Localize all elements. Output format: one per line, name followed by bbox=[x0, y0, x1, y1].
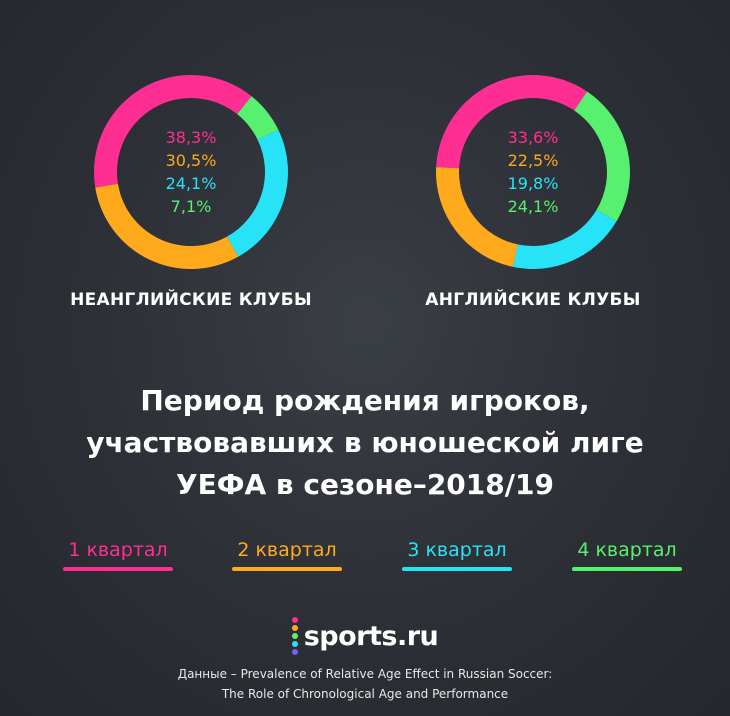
donut-svg-english bbox=[436, 75, 630, 269]
source-line: Данные – Prevalence of Relative Age Effe… bbox=[177, 667, 553, 681]
data-label: 22,5% bbox=[507, 150, 559, 170]
legend-label: 1 квартал bbox=[68, 539, 168, 561]
donut-slice-4 bbox=[574, 91, 630, 222]
data-label: 33,6% bbox=[507, 127, 559, 147]
donut-slice-1 bbox=[436, 75, 588, 169]
donut-slice-1 bbox=[94, 75, 252, 188]
donut-slice-3 bbox=[226, 129, 288, 257]
headline-line: Период рождения игроков, bbox=[140, 384, 590, 417]
data-label: 38,3% bbox=[165, 127, 217, 147]
headline-line: УЕФА в сезоне–2018/19 bbox=[176, 468, 554, 501]
donut-slice-4 bbox=[237, 96, 279, 140]
percent-list-english: 33,6% 22,5% 19,8% 24,1% bbox=[433, 72, 633, 272]
chart-title-non-english: НЕАНГЛИЙСКИЕ КЛУБЫ bbox=[70, 290, 312, 310]
data-label: 30,5% bbox=[165, 150, 217, 170]
data-label: 7,1% bbox=[170, 196, 212, 216]
donut-chart-english: 33,6% 22,5% 19,8% 24,1% bbox=[433, 72, 633, 272]
donut-slice-3 bbox=[512, 209, 617, 269]
percent-list-non-english: 38,3% 30,5% 24,1% 7,1% bbox=[91, 72, 291, 272]
legend-label: 2 квартал bbox=[237, 539, 337, 561]
legend-item-q3: 3 квартал bbox=[387, 538, 527, 571]
brand-logo: sports.ru bbox=[0, 608, 730, 655]
brand-dot bbox=[291, 625, 298, 631]
legend: 1 квартал 2 квартал 3 квартал 4 квартал bbox=[0, 538, 730, 578]
brand-dot bbox=[291, 617, 298, 623]
source-line: The Role of Chronological Age and Perfor… bbox=[221, 687, 509, 701]
data-label: 24,1% bbox=[165, 173, 217, 193]
legend-label: 4 квартал bbox=[577, 539, 677, 561]
donut-slice-2 bbox=[95, 183, 239, 269]
donut-chart-non-english: 38,3% 30,5% 24,1% 7,1% bbox=[91, 72, 291, 272]
donut-svg-non-english bbox=[94, 75, 288, 269]
data-label: 24,1% bbox=[507, 196, 559, 216]
brand-dot bbox=[291, 641, 298, 647]
legend-swatch bbox=[232, 567, 342, 571]
legend-label: 3 квартал bbox=[407, 539, 507, 561]
legend-item-q2: 2 квартал bbox=[217, 538, 357, 571]
brand-name: sports.ru bbox=[303, 620, 439, 652]
brand-dot bbox=[291, 633, 298, 639]
source-note: Данные – Prevalence of Relative Age Effe… bbox=[0, 664, 730, 704]
headline-line: участвовавших в юношеской лиге bbox=[86, 426, 644, 459]
legend-item-q4: 4 квартал bbox=[557, 538, 697, 571]
brand-dot bbox=[291, 649, 298, 655]
chart-title-english: АНГЛИЙСКИЕ КЛУБЫ bbox=[425, 290, 641, 310]
legend-swatch bbox=[572, 567, 682, 571]
headline: Период рождения игроков, участвовавших в… bbox=[0, 380, 730, 506]
legend-swatch bbox=[63, 567, 173, 571]
data-label: 19,8% bbox=[507, 173, 559, 193]
brand-dots-icon bbox=[291, 617, 298, 655]
donut-slice-2 bbox=[436, 167, 518, 267]
legend-swatch bbox=[402, 567, 512, 571]
legend-item-q1: 1 квартал bbox=[48, 538, 188, 571]
